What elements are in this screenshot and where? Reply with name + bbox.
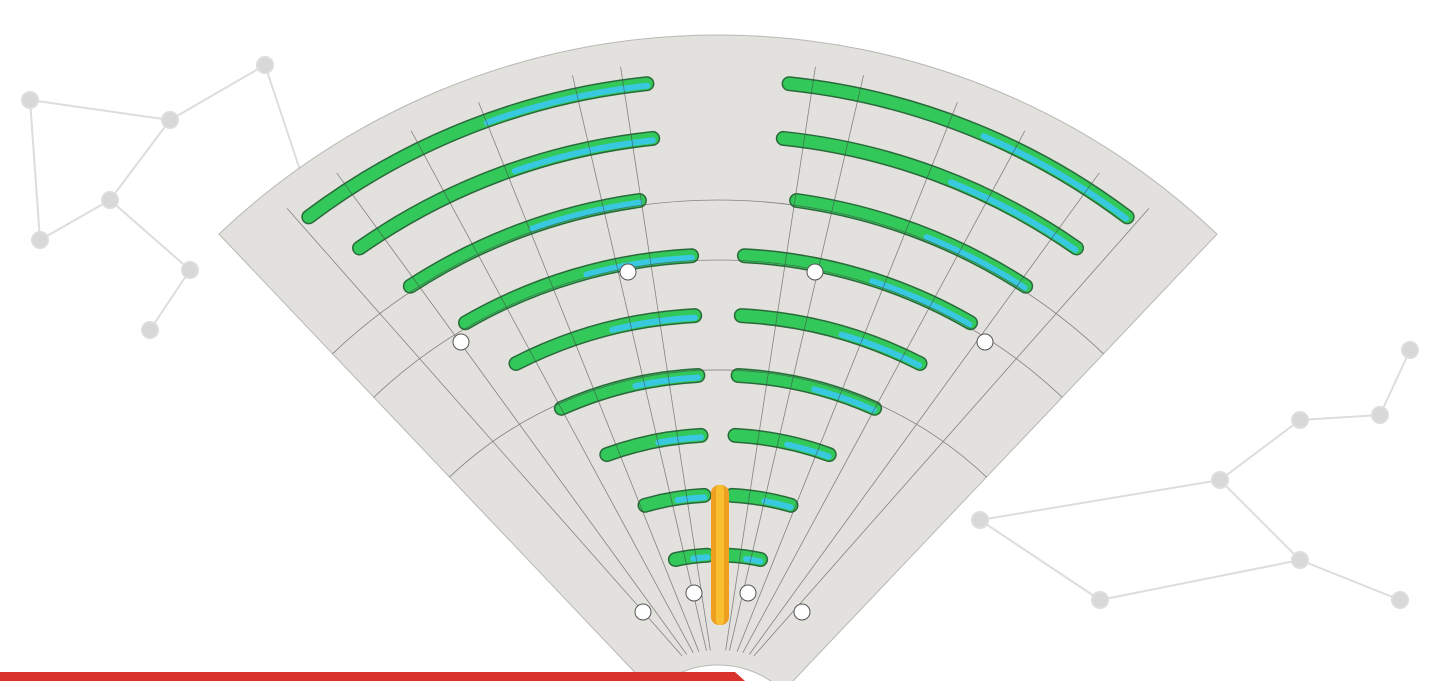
hole xyxy=(635,604,651,620)
network-node xyxy=(257,57,273,73)
network-node xyxy=(1292,412,1308,428)
hole xyxy=(977,334,993,350)
network-node xyxy=(1392,592,1408,608)
network-node xyxy=(182,262,198,278)
network-node xyxy=(142,322,158,338)
network-node xyxy=(1092,592,1108,608)
hot-channel-core xyxy=(716,485,724,625)
hole xyxy=(620,264,636,280)
network-node xyxy=(102,192,118,208)
channel-cool xyxy=(693,557,707,558)
network-node xyxy=(1292,552,1308,568)
network-node xyxy=(32,232,48,248)
red-bar xyxy=(0,672,745,681)
network-node xyxy=(162,112,178,128)
network-node xyxy=(22,92,38,108)
hole xyxy=(794,604,810,620)
hole xyxy=(453,334,469,350)
network-node xyxy=(1402,342,1418,358)
channel-cool xyxy=(678,497,705,500)
page: (() => { const data = JSON.parse(documen… xyxy=(0,0,1437,681)
network-node xyxy=(1372,407,1388,423)
network-node xyxy=(1212,472,1228,488)
network-node xyxy=(972,512,988,528)
hole xyxy=(686,585,702,601)
render xyxy=(0,0,1437,681)
channel-cool xyxy=(746,559,760,561)
hole xyxy=(740,585,756,601)
hole xyxy=(807,264,823,280)
